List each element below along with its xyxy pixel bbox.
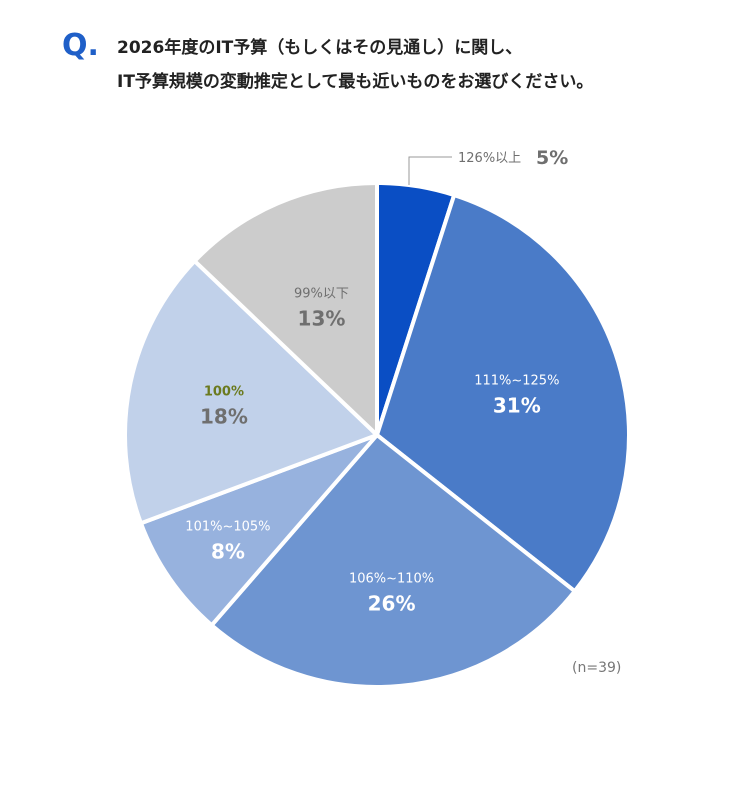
question-line-1: 2026年度のIT予算（もしくはその見通し）に関し、 — [117, 38, 523, 58]
pie-slice — [375, 193, 631, 594]
slice-value-label: 13% — [298, 306, 346, 330]
slice-label: 111%~125% — [474, 373, 559, 388]
slice-value-label: 26% — [368, 592, 416, 616]
slice-label: 101%~105% — [185, 519, 270, 534]
slice-label: 99%以下 — [294, 286, 349, 301]
pie-slice — [209, 433, 577, 689]
pie-slice — [138, 433, 379, 628]
slice-label: 100% — [204, 385, 244, 400]
question-line-2: IT予算規模の変動推定として最も近いものをお選びください。 — [117, 72, 594, 92]
slice-value-label: 31% — [493, 393, 541, 417]
slice-value-label: 8% — [211, 539, 245, 563]
sample-size-note: (n=39) — [572, 660, 622, 676]
pie-slice — [192, 181, 379, 437]
leader-line — [408, 156, 452, 185]
slice-label: 106%~110% — [349, 572, 434, 587]
question-mark: Q. — [62, 28, 99, 63]
slice-value-label: 18% — [200, 405, 248, 429]
pie-slice — [123, 259, 379, 526]
slice-label: 126%以上 — [458, 151, 521, 166]
slice-value-label: 5% — [536, 147, 568, 169]
